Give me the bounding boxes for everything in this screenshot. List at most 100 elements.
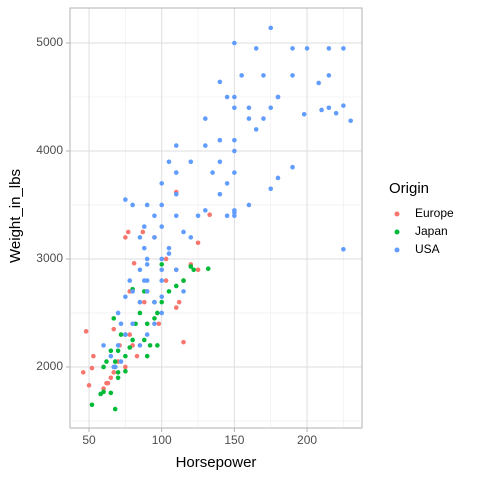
point — [159, 310, 165, 316]
point — [137, 235, 143, 240]
point — [275, 94, 281, 100]
point — [118, 332, 124, 337]
point — [152, 299, 157, 305]
point — [275, 175, 281, 181]
point — [118, 359, 124, 364]
point — [232, 105, 237, 111]
x-tick-label: 200 — [297, 433, 317, 447]
point — [127, 332, 133, 337]
point — [341, 46, 346, 51]
point — [152, 235, 157, 240]
point — [268, 25, 274, 31]
point — [159, 181, 165, 186]
point — [130, 337, 135, 343]
point — [159, 262, 165, 267]
point — [89, 402, 95, 408]
point — [105, 380, 111, 386]
point — [173, 267, 179, 273]
legend-marker — [394, 211, 400, 217]
point — [203, 208, 208, 213]
point — [181, 278, 186, 283]
point — [224, 181, 230, 186]
point — [246, 116, 252, 121]
point — [123, 332, 128, 337]
point — [155, 310, 160, 316]
point — [232, 148, 237, 154]
point — [115, 375, 121, 381]
point — [101, 364, 106, 370]
point — [111, 370, 117, 375]
point — [326, 73, 332, 78]
point — [326, 105, 332, 111]
point — [232, 137, 237, 143]
point — [108, 375, 114, 381]
point — [166, 251, 172, 256]
y-tick-label: 5000 — [36, 35, 63, 49]
point — [141, 245, 147, 251]
point — [333, 110, 339, 116]
point — [290, 46, 295, 51]
point — [163, 278, 169, 283]
point — [166, 245, 172, 251]
y-tick-label: 4000 — [36, 143, 63, 157]
point — [86, 383, 92, 388]
x-tick-label: 50 — [82, 433, 96, 447]
point — [173, 170, 179, 175]
point — [127, 345, 133, 350]
point — [239, 73, 244, 78]
point — [253, 46, 259, 51]
point — [144, 262, 150, 267]
point — [304, 46, 310, 51]
point — [137, 299, 143, 305]
point — [159, 278, 165, 283]
point — [125, 229, 131, 235]
point — [173, 143, 179, 148]
point — [130, 321, 135, 327]
point — [144, 332, 150, 337]
point — [144, 353, 150, 359]
point — [326, 46, 332, 51]
point — [115, 370, 121, 375]
point — [319, 107, 324, 113]
point — [188, 235, 194, 240]
point — [127, 278, 133, 283]
point — [130, 289, 135, 294]
point — [152, 316, 157, 321]
point — [301, 111, 307, 117]
point — [163, 256, 169, 262]
point — [348, 118, 353, 124]
legend-label: USA — [415, 242, 440, 256]
point — [232, 208, 237, 213]
point — [188, 159, 194, 165]
point — [290, 164, 295, 170]
point — [155, 343, 160, 348]
y-tick-label: 2000 — [36, 359, 63, 373]
point — [195, 213, 201, 219]
point — [224, 213, 230, 219]
point — [268, 186, 274, 192]
point — [111, 364, 117, 370]
point — [140, 229, 146, 235]
point — [141, 224, 147, 229]
point — [108, 390, 114, 396]
point — [173, 191, 179, 197]
point — [341, 246, 346, 252]
point — [191, 267, 196, 273]
point — [91, 353, 96, 359]
point — [217, 191, 223, 197]
point — [173, 213, 179, 219]
point — [134, 353, 140, 359]
legend-label: Europe — [415, 206, 454, 220]
legend-label: Japan — [415, 224, 448, 238]
point — [232, 213, 237, 219]
point — [141, 299, 147, 305]
point — [101, 386, 106, 391]
point — [147, 343, 153, 348]
point — [112, 406, 118, 412]
point — [141, 337, 147, 343]
point — [115, 310, 121, 316]
point — [173, 283, 179, 289]
point — [144, 202, 150, 208]
point — [217, 79, 223, 85]
